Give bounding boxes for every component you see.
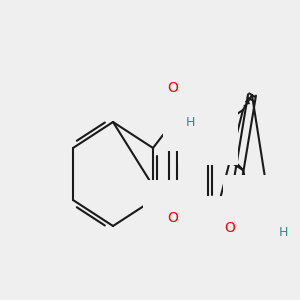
Text: H: H — [185, 116, 195, 128]
Text: O: O — [168, 205, 178, 219]
Text: H: H — [278, 226, 288, 238]
Text: O: O — [262, 217, 273, 231]
Text: S: S — [248, 200, 256, 214]
Text: O: O — [168, 211, 178, 225]
Text: O: O — [225, 221, 236, 235]
Text: O: O — [168, 81, 178, 95]
Text: N: N — [203, 126, 213, 140]
